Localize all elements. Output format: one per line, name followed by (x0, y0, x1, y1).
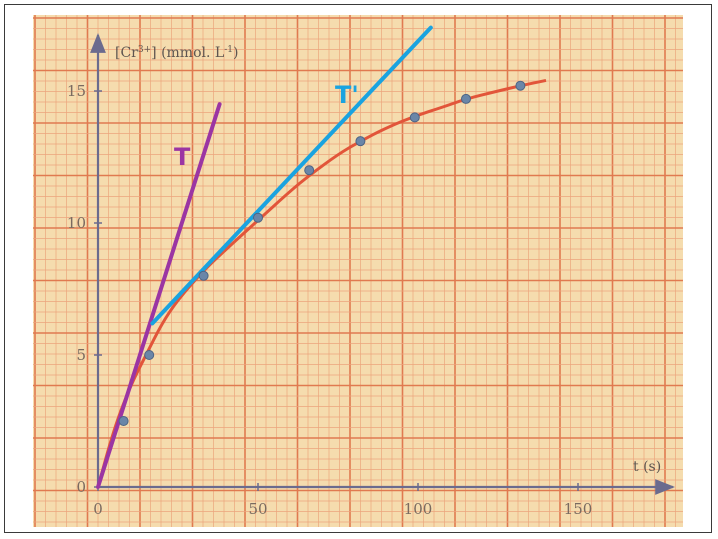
graph-paper (33, 15, 683, 527)
data-point (198, 270, 209, 281)
y-tick-label: 0 (76, 478, 86, 496)
fit-curve (96, 78, 547, 488)
data-point (118, 416, 129, 426)
x-tick-label: 100 (404, 500, 433, 518)
data-point (461, 93, 471, 104)
tangent-line-t (96, 102, 222, 489)
y-tick-label: 15 (67, 82, 86, 100)
y-tick-label: 10 (67, 214, 86, 232)
ticks: 0 50 100 150 0 5 10 15 (67, 82, 592, 518)
data-point (355, 136, 366, 147)
data-point (144, 350, 155, 360)
chart-frame: 0 50 100 150 0 5 10 15 T T' [Cr3+] (mmol. L-1) t… (4, 4, 712, 533)
y-axis-label: [Cr3+] (mmol. L-1) (115, 45, 238, 61)
x-tick-label: 150 (564, 500, 593, 518)
data-points (118, 80, 526, 426)
data-point (253, 212, 263, 223)
tangent-label-t: T (174, 143, 191, 171)
axes (90, 33, 675, 495)
data-point (304, 165, 315, 176)
data-point (409, 112, 420, 123)
chart: 0 50 100 150 0 5 10 15 T T' [Cr3+] (mmol. L-1) t… (33, 15, 683, 527)
x-tick-label: 0 (93, 500, 103, 518)
tangents: T T' (96, 25, 433, 489)
data-point (515, 80, 526, 91)
tangent-label-t-prime: T' (335, 81, 359, 109)
tangent-line-t-prime (150, 25, 433, 326)
x-axis-label: t (s) (633, 459, 661, 475)
x-tick-label: 50 (248, 500, 267, 518)
y-tick-label: 5 (76, 346, 86, 364)
grid (33, 15, 683, 527)
